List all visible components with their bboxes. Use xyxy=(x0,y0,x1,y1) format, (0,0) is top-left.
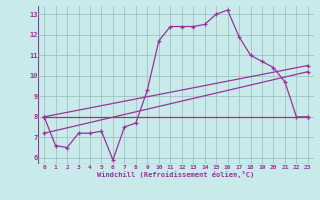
X-axis label: Windchill (Refroidissement éolien,°C): Windchill (Refroidissement éolien,°C) xyxy=(97,171,255,178)
